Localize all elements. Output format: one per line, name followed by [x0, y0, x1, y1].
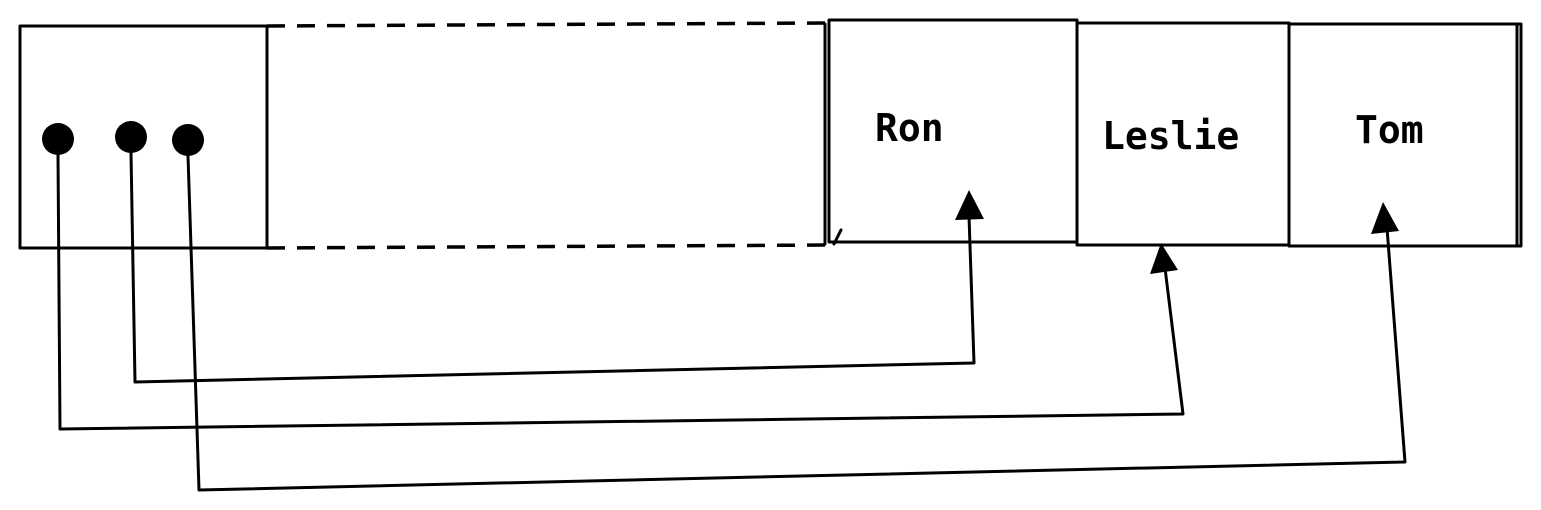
- arrow-line-to-tom: [186, 154, 1407, 492]
- pointer-box: [18, 24, 269, 250]
- pointer-dot-1: [42, 123, 74, 155]
- arrow-to-tom: [186, 154, 1407, 492]
- name-array: Ron Leslie Tom: [823, 18, 1523, 248]
- dashed-expansion-bottom: [266, 243, 834, 250]
- pointer-dot-2: [115, 121, 147, 153]
- arrow-to-leslie: [56, 153, 1185, 431]
- arrow-line-to-leslie: [56, 153, 1185, 431]
- arrowhead-tom: [1371, 202, 1399, 234]
- arrowhead-ron: [955, 190, 984, 220]
- cell-label-ron: Ron: [875, 106, 944, 150]
- array-cell-ron: [827, 18, 1079, 244]
- arrowhead-leslie: [1150, 243, 1178, 274]
- dashed-expansion-top: [266, 21, 828, 28]
- cell-label-leslie: Leslie: [1102, 114, 1239, 158]
- array-cell-tom: [1287, 22, 1523, 248]
- cell-label-tom: Tom: [1355, 108, 1424, 152]
- pointer-dot-3: [172, 124, 204, 156]
- arrow-line-to-ron: [129, 151, 976, 384]
- arrow-to-ron: [129, 151, 984, 384]
